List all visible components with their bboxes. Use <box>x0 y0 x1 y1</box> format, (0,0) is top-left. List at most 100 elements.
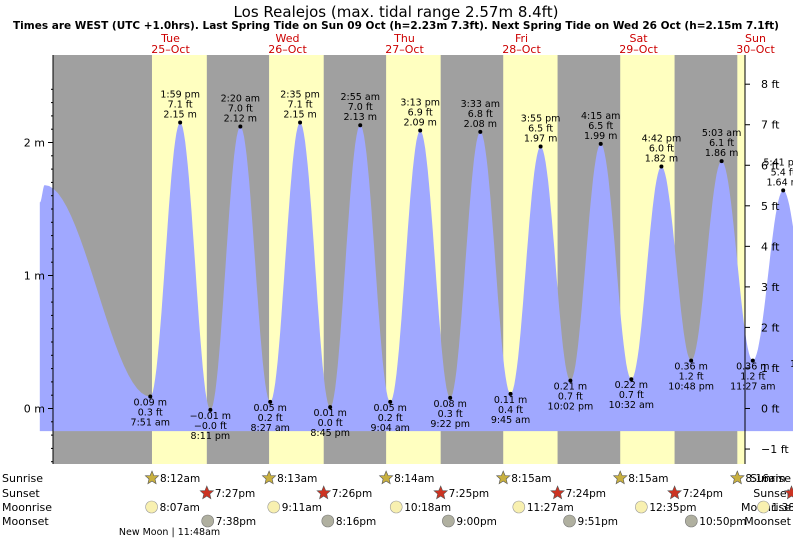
extreme-dot <box>358 123 363 128</box>
day-name: Thu <box>393 32 415 45</box>
moonset-icon <box>201 514 214 528</box>
extreme-dot <box>689 358 694 363</box>
moonrise-icon <box>512 500 526 514</box>
sunrise-time: 8:15am <box>628 473 668 485</box>
extreme-feet: 0.3 ft <box>438 409 463 420</box>
moonrise-time: 1:38pm <box>771 502 793 514</box>
y-right-tick-label: 4 ft <box>761 240 780 253</box>
extreme-feet: 6.9 ft <box>408 108 433 119</box>
sunset-time: 7:26pm <box>332 488 372 500</box>
sunset-icon <box>550 485 565 500</box>
sunset-icon <box>667 485 682 500</box>
extreme-feet: 0.3 ft <box>138 408 163 419</box>
day-name: Wed <box>276 32 300 45</box>
moonrise-time: 12:35pm <box>649 502 696 514</box>
moonrise-icon <box>635 500 648 514</box>
extreme-time: 11:27 am <box>730 382 775 393</box>
sunset-icon <box>433 485 449 500</box>
extreme-metres: 1.64 m <box>766 177 793 188</box>
extreme-feet: 6.5 ft <box>528 123 553 134</box>
sunrise-time: 8:14am <box>394 473 434 485</box>
extreme-feet: 0.7 ft <box>619 390 644 401</box>
moonset-time: 7:38pm <box>216 516 256 528</box>
sunset-time: 7:27pm <box>215 488 255 500</box>
extreme-feet: 5.4 ft <box>771 167 793 178</box>
extreme-time: 8:11 pm <box>191 431 231 442</box>
astro-rows: SunriseSunsetMoonriseMoonsetSunriseSunse… <box>2 470 793 538</box>
day-name: Sun <box>745 32 766 45</box>
y-right-tick-label: 2 ft <box>761 321 780 334</box>
row-label-left: Sunrise <box>2 472 43 485</box>
y-left-tick-label: 1 m <box>24 270 45 283</box>
sunrise-icon <box>144 470 160 485</box>
moonset-time: 9:00pm <box>456 516 496 528</box>
y-right-tick-label: 3 ft <box>761 281 780 294</box>
extreme-dot <box>478 129 483 134</box>
extreme-dot <box>448 395 453 400</box>
extreme-feet: −0.0 ft <box>194 421 227 432</box>
moonset-time: 9:51pm <box>578 516 618 528</box>
extreme-metres: 0.21 m <box>554 382 587 393</box>
extreme-feet: 6.1 ft <box>709 138 734 149</box>
moonset-icon <box>442 514 455 528</box>
extreme-dot <box>508 391 513 396</box>
extreme-time: 11:45 pm <box>790 359 793 370</box>
moonset-icon <box>684 514 698 528</box>
extreme-feet: 0.4 ft <box>498 405 523 416</box>
moonset-time: 10:50pm <box>699 516 746 528</box>
extreme-time: 9:45 am <box>491 415 530 426</box>
extreme-time: 2:35 pm <box>280 90 320 101</box>
extreme-feet: 1.2 ft <box>679 372 704 383</box>
extreme-dot <box>781 188 786 193</box>
tide-extremes: 0.09 m0.3 ft7:51 am1:59 pm7.1 ft2.15 m−0… <box>131 90 793 442</box>
y-right-tick-label: −1 ft <box>761 443 789 456</box>
extreme-feet: 0.0 ft <box>318 418 343 429</box>
extreme-metres: 1.82 m <box>645 153 678 164</box>
day-name: Sat <box>629 32 648 45</box>
extreme-dot <box>268 399 273 404</box>
extreme-time: 3:13 pm <box>400 98 440 109</box>
extreme-feet: 7.1 ft <box>288 100 313 111</box>
extreme-metres: −0.01 m <box>190 411 231 422</box>
extreme-metres: 1.99 m <box>584 131 617 142</box>
y-right-tick-label: 6 ft <box>761 159 780 172</box>
sunset-time: 7:24pm <box>566 488 606 500</box>
day-date: 29–Oct <box>619 43 658 56</box>
moonrise-icon <box>145 500 158 514</box>
extreme-metres: 0.36 m <box>674 362 707 373</box>
extreme-dot <box>659 164 664 169</box>
extreme-metres: 0.36 m <box>736 362 769 373</box>
extreme-time: 8:27 am <box>250 423 289 434</box>
extreme-dot <box>418 128 423 133</box>
daylight-band <box>737 55 745 464</box>
row-label-left: Moonrise <box>2 501 52 514</box>
moonrise-icon <box>757 500 770 514</box>
extreme-metres: 0.05 m <box>373 403 406 414</box>
row-label-right: Sunset <box>753 487 791 500</box>
extreme-feet: 0.2 ft <box>378 413 403 424</box>
extreme-dot <box>598 141 603 146</box>
extreme-time: 7:51 am <box>131 418 170 429</box>
extreme-metres: 0.09 m <box>134 398 167 409</box>
y-right-tick-label: 8 ft <box>761 78 780 91</box>
sunrise-time: 8:16am <box>745 473 785 485</box>
sunrise-icon <box>729 470 745 485</box>
extreme-time: 9:04 am <box>370 423 409 434</box>
extreme-feet: 7.0 ft <box>228 104 253 115</box>
extreme-time: 10:32 am <box>609 400 654 411</box>
extreme-dot <box>208 407 213 412</box>
extreme-metres: 0.22 m <box>615 380 648 391</box>
extreme-time: 10:02 pm <box>548 402 594 413</box>
extreme-time: 9:22 pm <box>430 419 470 430</box>
extreme-time: 2:20 am <box>221 94 260 105</box>
row-label-left: Sunset <box>2 487 40 500</box>
extreme-time: 3:55 pm <box>521 113 561 124</box>
extreme-dot <box>388 399 393 404</box>
sunset-time: 7:24pm <box>683 488 723 500</box>
moonset-time: 8:16pm <box>336 516 376 528</box>
row-label-right: Sunrise <box>750 472 791 485</box>
extreme-feet: 1.2 ft <box>740 372 765 383</box>
moonrise-time: 10:18am <box>404 502 451 514</box>
extreme-time: 10:48 pm <box>668 382 714 393</box>
moonrise-time: 11:27am <box>527 502 574 514</box>
